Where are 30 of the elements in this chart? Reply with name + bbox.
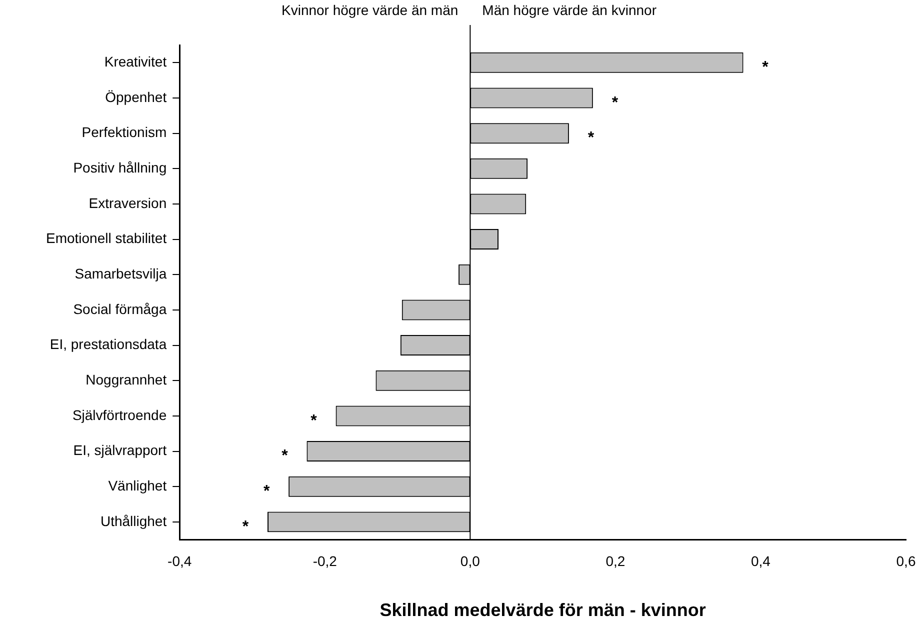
annotation: * xyxy=(310,412,318,430)
y-tick-label: Emotionell stabilitet xyxy=(46,230,167,246)
x-axis-title: Skillnad medelvärde för män - kvinnor xyxy=(380,600,706,620)
annotation: * xyxy=(588,130,595,147)
x-tick-label: -0,2 xyxy=(312,552,338,569)
annotation: * xyxy=(762,59,770,76)
x-tick-label: 0,6 xyxy=(896,552,916,569)
annotation: * xyxy=(282,448,289,465)
y-tick-label: Vänlighet xyxy=(108,477,167,494)
annotation: * xyxy=(242,518,250,536)
y-tick-label: Kreativitet xyxy=(104,54,167,70)
text: Män högre värde än kvinnor xyxy=(482,2,657,18)
x-tick-label: 0,2 xyxy=(606,552,626,569)
text: Kvinnor högre värde än män xyxy=(281,2,458,18)
annotation: * xyxy=(612,94,619,112)
annotation: * xyxy=(263,483,270,500)
y-tick-label: EI, prestationsdata xyxy=(50,336,167,352)
y-tick-label: Positiv hållning xyxy=(73,160,167,176)
x-tick-label: 0,0 xyxy=(460,552,480,569)
y-tick-label: Självförtroende xyxy=(72,406,167,423)
y-tick-label: Perfektionism xyxy=(82,124,167,140)
y-tick-label: EI, självrapport xyxy=(73,442,167,458)
y-tick-label: Öppenhet xyxy=(105,88,167,105)
y-tick-label: Extraversion xyxy=(88,194,167,211)
x-tick-label: 0,4 xyxy=(750,552,771,569)
y-tick-label: Social förmåga xyxy=(73,300,167,317)
y-tick-label: Uthållighet xyxy=(100,512,167,529)
y-tick-label: Noggrannhet xyxy=(86,371,167,388)
x-tick-label: -0,4 xyxy=(168,552,192,569)
y-tick-label: Samarbetsvilja xyxy=(74,265,167,282)
